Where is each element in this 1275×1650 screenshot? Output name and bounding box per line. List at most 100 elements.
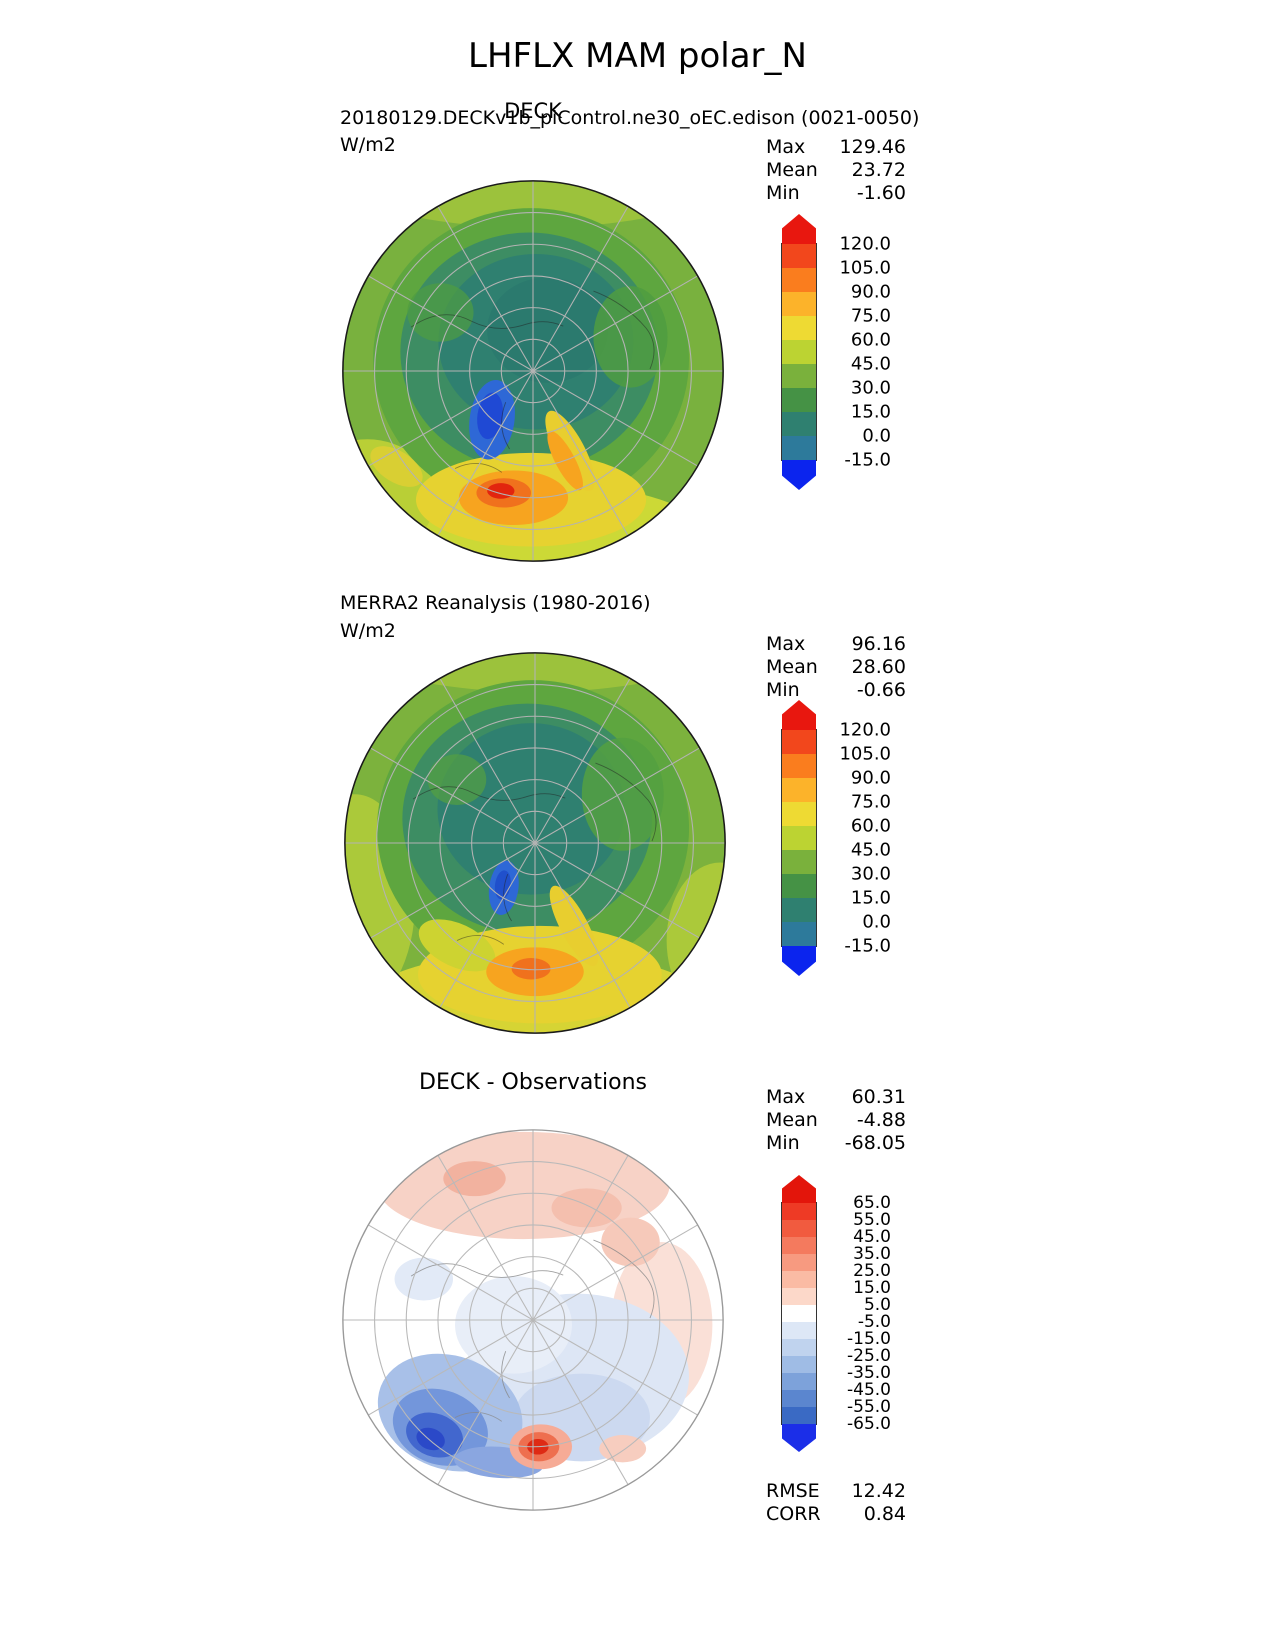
colorbar-tick-label: 45.0 xyxy=(850,839,891,861)
colorbar-segment xyxy=(782,754,816,778)
panel1-colorbar: 120.0 105.0 90.0 75.0 60.0 45.0 30.0 15.0 0.0 -15… xyxy=(781,214,891,490)
stat-label: Max xyxy=(766,136,806,158)
colorbar-segment xyxy=(782,412,816,436)
figure-title: LHFLX MAM polar_N xyxy=(468,36,807,76)
colorbar-segment xyxy=(782,1322,816,1339)
colorbar-tick-label: 30.0 xyxy=(850,863,891,885)
panel3-stat-mean: Mean -4.88 xyxy=(766,1109,906,1132)
stat-label: RMSE xyxy=(766,1480,820,1502)
panel3-title: DECK - Observations xyxy=(419,1070,647,1095)
colorbar-segment xyxy=(782,922,816,946)
colorbar-segment xyxy=(782,1373,816,1390)
colorbar-arrow-top-icon xyxy=(782,214,816,244)
colorbar-arrow-bottom-icon xyxy=(782,946,816,976)
panel3-stat-max: Max 60.31 xyxy=(766,1086,906,1109)
colorbar-arrow-top-icon xyxy=(782,1175,816,1203)
panel1-units-label: W/m2 xyxy=(340,134,396,156)
colorbar-arrow-bottom-icon xyxy=(782,460,816,490)
panel1-stats: Max 129.46 Mean 23.72 Min -1.60 xyxy=(766,136,906,205)
colorbar-tick-label: 60.0 xyxy=(850,815,891,837)
colorbar-segment xyxy=(782,1339,816,1356)
panel3-polar-map xyxy=(338,1125,728,1515)
colorbar-tick-label: 35.0 xyxy=(853,1244,891,1264)
colorbar-segment xyxy=(782,1220,816,1237)
panel3-colorbar: 65.0 55.0 45.0 35.0 25.0 15.0 5.0 -5.0 -15.0 -25.… xyxy=(781,1175,891,1452)
colorbar-segment xyxy=(782,1254,816,1271)
colorbar-tick-label: -15.0 xyxy=(847,1329,891,1349)
colorbar-tick-label: 15.0 xyxy=(850,887,891,909)
stat-value: 96.16 xyxy=(851,633,906,655)
colorbar-tick-label: -35.0 xyxy=(847,1363,891,1383)
colorbar-arrow-bottom-icon xyxy=(782,1424,816,1452)
colorbar-tick-label: -25.0 xyxy=(847,1346,891,1366)
panel2-stat-min: Min -0.66 xyxy=(766,679,906,702)
panel3-stats: Max 60.31 Mean -4.88 Min -68.05 xyxy=(766,1086,906,1155)
colorbar-segment xyxy=(782,244,816,268)
colorbar-tick-label: 105.0 xyxy=(839,257,891,279)
stat-label: Min xyxy=(766,1132,800,1154)
panel2-dataset-label: MERRA2 Reanalysis (1980-2016) xyxy=(340,592,651,614)
colorbar-segment xyxy=(782,1356,816,1373)
colorbar-tick-label: 120.0 xyxy=(839,719,891,741)
colorbar-segment xyxy=(782,1288,816,1305)
stat-value: 129.46 xyxy=(839,136,906,158)
colorbar-tick-label: -5.0 xyxy=(857,1312,891,1332)
colorbar-tick-label: 0.0 xyxy=(862,425,891,447)
colorbar-tick-label: 15.0 xyxy=(853,1278,891,1298)
colorbar-segment xyxy=(782,1271,816,1288)
colorbar-segment xyxy=(782,292,816,316)
colorbar-segment xyxy=(782,340,816,364)
stat-label: Max xyxy=(766,1086,806,1108)
colorbar-segment xyxy=(782,898,816,922)
panel2-stats: Max 96.16 Mean 28.60 Min -0.66 xyxy=(766,633,906,702)
panel1-dataset-label: 20180129.DECKv1b_piControl.ne30_oEC.edis… xyxy=(340,107,920,129)
stat-label: Min xyxy=(766,182,800,204)
colorbar-tick-label: -45.0 xyxy=(847,1380,891,1400)
panel3-stat-min: Min -68.05 xyxy=(766,1132,906,1155)
footer-stats: RMSE 12.42 CORR 0.84 xyxy=(766,1480,906,1526)
colorbar-segment xyxy=(782,1203,816,1220)
colorbar-tick-label: 5.0 xyxy=(863,1295,891,1315)
stat-value: -1.60 xyxy=(856,182,906,204)
stat-value: 60.31 xyxy=(851,1086,906,1108)
panel2-units-label: W/m2 xyxy=(340,620,396,642)
panel1-subtitle: DECK xyxy=(504,99,562,123)
colorbar-tick-label: 120.0 xyxy=(839,233,891,255)
stat-value: -4.88 xyxy=(856,1109,906,1131)
stat-value: 0.84 xyxy=(863,1503,906,1525)
stat-label: CORR xyxy=(766,1503,821,1525)
stat-value: 12.42 xyxy=(851,1480,906,1502)
stat-label: Mean xyxy=(766,1109,818,1131)
colorbar-tick-label: 90.0 xyxy=(850,281,891,303)
colorbar-segment xyxy=(782,268,816,292)
stat-label: Mean xyxy=(766,159,818,181)
colorbar-segment xyxy=(782,850,816,874)
panel2-polar-map xyxy=(340,648,730,1038)
colorbar-segment xyxy=(782,1407,816,1424)
colorbar-segment xyxy=(782,436,816,460)
stat-label: Max xyxy=(766,633,806,655)
colorbar-tick-label: 15.0 xyxy=(850,401,891,423)
colorbar-segment xyxy=(782,388,816,412)
colorbar-segment xyxy=(782,1305,816,1322)
colorbar-tick-label: 30.0 xyxy=(850,377,891,399)
colorbar-arrow-top-icon xyxy=(782,700,816,730)
colorbar-tick-label: 45.0 xyxy=(853,1227,891,1247)
colorbar-segment xyxy=(782,802,816,826)
colorbar-bar xyxy=(781,214,817,490)
stat-value: -68.05 xyxy=(844,1132,906,1154)
panel2-stat-max: Max 96.16 xyxy=(766,633,906,656)
colorbar-segment xyxy=(782,730,816,754)
colorbar-tick-label: 75.0 xyxy=(850,305,891,327)
colorbar-segment xyxy=(782,778,816,802)
stat-label: Mean xyxy=(766,656,818,678)
stat-value: 23.72 xyxy=(851,159,906,181)
colorbar-bar xyxy=(781,700,817,976)
colorbar-segment xyxy=(782,1390,816,1407)
colorbar-tick-label: 65.0 xyxy=(853,1193,891,1213)
footer-stat-rmse: RMSE 12.42 xyxy=(766,1480,906,1503)
colorbar-tick-label: -55.0 xyxy=(847,1397,891,1417)
colorbar-tick-label: 55.0 xyxy=(853,1210,891,1230)
colorbar-bar xyxy=(781,1175,817,1452)
